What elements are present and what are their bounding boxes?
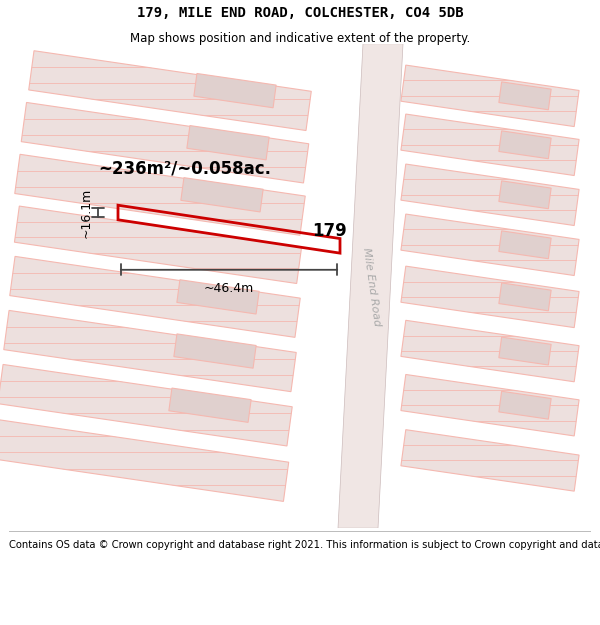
Polygon shape [499,82,551,110]
Polygon shape [29,51,311,131]
Polygon shape [499,231,551,259]
Text: 179, MILE END ROAD, COLCHESTER, CO4 5DB: 179, MILE END ROAD, COLCHESTER, CO4 5DB [137,6,463,20]
Polygon shape [187,126,269,160]
Polygon shape [21,102,309,183]
Polygon shape [174,334,256,368]
Polygon shape [401,214,579,276]
Polygon shape [10,256,300,338]
Text: 179: 179 [312,222,347,240]
Polygon shape [499,337,551,365]
Polygon shape [401,114,579,176]
Text: Map shows position and indicative extent of the property.: Map shows position and indicative extent… [130,32,470,45]
Polygon shape [401,164,579,226]
Text: Mile End Road: Mile End Road [361,246,382,326]
Polygon shape [401,374,579,436]
Polygon shape [194,74,276,108]
Polygon shape [401,320,579,382]
Polygon shape [338,44,403,528]
Text: Contains OS data © Crown copyright and database right 2021. This information is : Contains OS data © Crown copyright and d… [9,540,600,550]
Polygon shape [4,311,296,392]
Text: ~236m²/~0.058ac.: ~236m²/~0.058ac. [98,160,271,177]
Polygon shape [14,206,302,284]
Polygon shape [499,131,551,159]
Polygon shape [401,429,579,491]
Polygon shape [401,65,579,127]
Polygon shape [169,388,251,422]
Text: ~16.1m: ~16.1m [80,188,93,238]
Polygon shape [0,364,292,446]
Polygon shape [499,181,551,209]
Polygon shape [181,177,263,212]
Polygon shape [401,266,579,328]
Polygon shape [15,154,305,235]
Polygon shape [499,391,551,419]
Text: ~46.4m: ~46.4m [204,282,254,295]
Polygon shape [177,280,259,314]
Polygon shape [499,283,551,311]
Polygon shape [0,419,289,501]
